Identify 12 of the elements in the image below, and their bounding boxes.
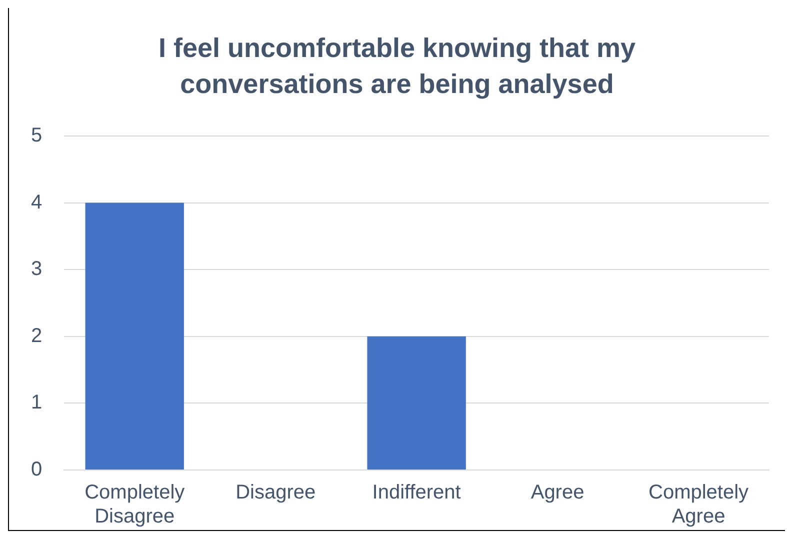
x-tick-label: Indifferent (372, 482, 462, 504)
y-tick-label: 0 (31, 458, 42, 481)
x-tick-label: Completely Disagree (84, 482, 185, 528)
x-tick-label: Completely Agree (648, 482, 749, 528)
chart-title: I feel uncomfortable knowing that my conversations are being analysed (157, 32, 637, 101)
y-tick-label: 4 (31, 191, 42, 214)
y-tick-label: 2 (31, 324, 42, 347)
y-tick-label: 1 (31, 392, 42, 414)
y-tick-label: 3 (31, 258, 42, 280)
x-tick-label: Disagree (236, 482, 316, 504)
y-tick-label: 5 (31, 124, 42, 147)
x-tick-label: Agree (530, 482, 584, 504)
